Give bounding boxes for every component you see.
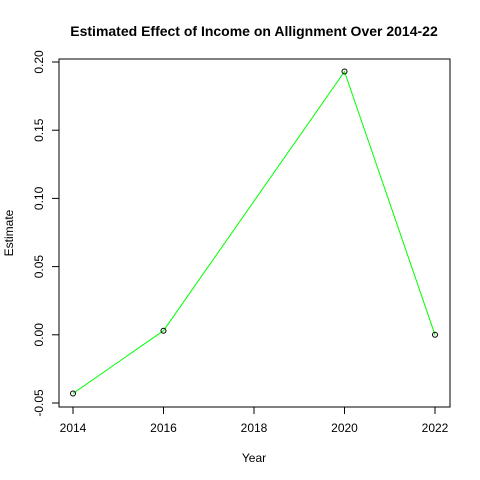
x-tick-label: 2018	[241, 421, 268, 435]
data-point	[341, 68, 348, 75]
data-point	[432, 331, 438, 338]
y-axis: -0.05 0.00 0.05 0.10 0.15 0.20	[32, 50, 59, 417]
series-polyline	[72, 70, 436, 394]
y-tick-label: 0.00	[32, 323, 46, 347]
data-point	[160, 327, 167, 334]
y-tick-label: 0.05	[32, 255, 46, 279]
y-tick-label: 0.20	[32, 50, 46, 74]
series-line	[72, 70, 436, 394]
y-tick-label: 0.15	[32, 118, 46, 142]
x-axis: 2014 2016 2018 2020 2022	[60, 407, 449, 435]
x-tick-label: 2016	[150, 421, 177, 435]
chart-title: Estimated Effect of Income on Allignment…	[70, 23, 438, 39]
series-points	[70, 68, 438, 397]
y-tick-label: 0.10	[32, 186, 46, 210]
x-tick-label: 2022	[422, 421, 449, 435]
y-tick-label: -0.05	[32, 389, 46, 417]
x-tick-label: 2020	[331, 421, 358, 435]
x-axis-label: Year	[242, 451, 266, 465]
data-point	[70, 390, 76, 397]
x-tick-label: 2014	[60, 421, 87, 435]
y-axis-label: Estimate	[2, 209, 16, 256]
